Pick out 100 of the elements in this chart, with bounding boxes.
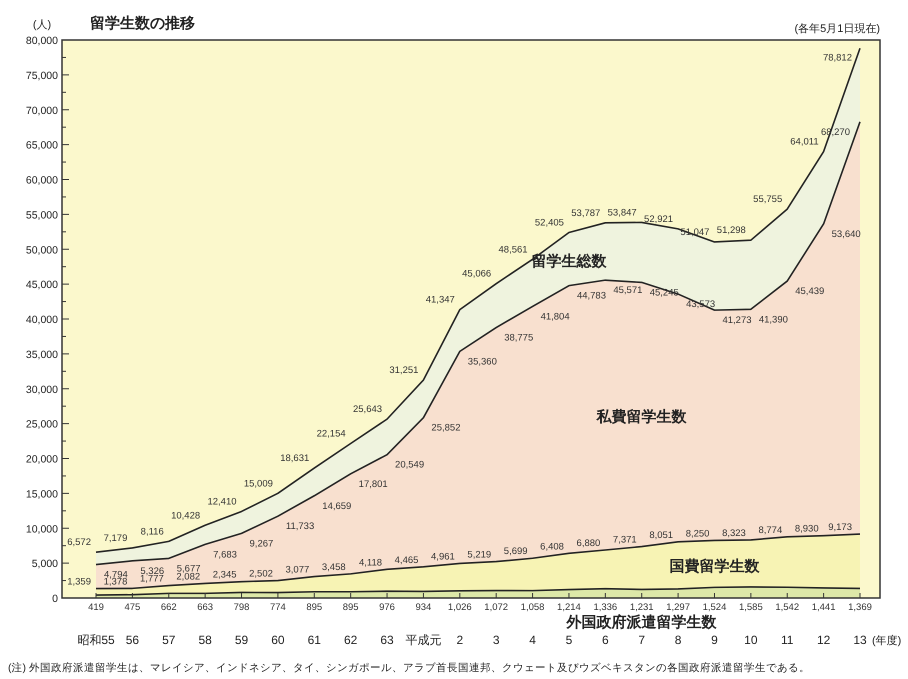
data-label: 1,524 — [702, 602, 726, 613]
series-label: 国費留学生数 — [669, 558, 760, 575]
data-label: 12,410 — [207, 496, 237, 508]
x-tick-label: 12 — [816, 633, 831, 647]
data-label: 2,345 — [212, 570, 237, 581]
x-tick-label: 56 — [126, 633, 140, 647]
data-label: 51,298 — [716, 225, 746, 236]
data-label: 1,214 — [557, 602, 581, 613]
x-tick-label: 59 — [234, 633, 249, 647]
data-label: 6,880 — [576, 538, 600, 550]
x-tick-label: 昭和55 — [77, 633, 115, 647]
data-label: 8,774 — [758, 524, 782, 536]
data-label: 4,465 — [394, 554, 418, 566]
x-tick-label: 58 — [198, 633, 212, 647]
data-label: 25,852 — [431, 422, 460, 434]
data-label: 45,245 — [650, 287, 679, 298]
data-label: 8,116 — [140, 526, 164, 538]
data-label: 41,804 — [540, 311, 570, 322]
data-label: 4,961 — [431, 551, 455, 562]
data-label: 419 — [88, 602, 104, 613]
x-tick-label: 6 — [602, 633, 609, 647]
y-tick-label: 5,000 — [32, 558, 58, 570]
x-tick-label: 10 — [744, 633, 758, 647]
data-label: 52,405 — [534, 217, 564, 228]
data-label: 11,733 — [286, 521, 314, 532]
data-label: 55,755 — [753, 194, 782, 206]
series-label: 留学生総数 — [531, 253, 608, 270]
data-label: 4,118 — [358, 557, 382, 568]
y-axis-title: (人) — [32, 19, 52, 31]
y-tick-label: 75,000 — [26, 70, 58, 82]
data-label: 662 — [160, 602, 177, 613]
data-label: 8,051 — [649, 530, 674, 541]
y-tick-label: 45,000 — [26, 279, 58, 292]
x-tick-label: 2 — [456, 633, 464, 647]
y-tick-label: 60,000 — [26, 174, 58, 186]
data-label: 7,371 — [612, 534, 637, 546]
data-label: 1,369 — [848, 602, 872, 613]
data-label: 1,378 — [104, 576, 128, 588]
data-label: 663 — [197, 602, 214, 613]
data-label: 1,026 — [448, 602, 472, 613]
data-label: 1,336 — [593, 602, 618, 613]
x-tick-label: 63 — [380, 633, 394, 647]
y-tick-label: 35,000 — [26, 348, 58, 361]
data-label: 1,441 — [812, 602, 836, 613]
data-label: 9,173 — [828, 522, 852, 534]
data-label: 934 — [416, 602, 432, 613]
x-tick-label: 11 — [781, 633, 794, 647]
data-label: 25,643 — [352, 404, 382, 416]
data-label: 5,699 — [504, 546, 528, 558]
y-tick-label: 10,000 — [26, 523, 58, 536]
data-label: 17,801 — [358, 478, 388, 490]
data-label: 45,571 — [613, 285, 642, 296]
y-tick-label: 55,000 — [26, 209, 58, 222]
y-tick-label: 25,000 — [26, 418, 58, 431]
data-label: 41,273 — [722, 315, 752, 326]
data-label: 64,011 — [790, 136, 819, 148]
data-label: 1,297 — [666, 602, 690, 613]
series-label: 外国政府派遣留学生数 — [566, 613, 718, 631]
y-tick-label: 40,000 — [26, 314, 58, 326]
chart-title: 留学生数の推移 — [90, 15, 195, 32]
data-label: 895 — [306, 602, 322, 613]
data-label: 3,077 — [286, 564, 310, 576]
text: (注) 外国政府派遣留学生は、マレイシア、インドネシア、タイ、シンガポール、アラブ首長国連邦、クウェート及びウズベキスタンの各国政府派遣留学生である。 — [8, 661, 810, 674]
x-tick-label: 平成元 — [405, 633, 442, 647]
data-label: 41,390 — [758, 314, 788, 326]
data-label: 15,009 — [244, 478, 273, 490]
series-label: 私費留学生数 — [596, 408, 688, 426]
data-label: 38,775 — [504, 332, 534, 344]
data-label: 7,179 — [104, 532, 128, 544]
data-label: 53,847 — [608, 207, 637, 218]
data-label: 1,231 — [630, 602, 654, 613]
data-label: 35,360 — [468, 356, 497, 368]
x-tick-label: 3 — [492, 633, 500, 647]
data-label: 1,058 — [520, 602, 544, 613]
y-tick-label: 65,000 — [26, 140, 58, 152]
y-tick-label: 30,000 — [26, 384, 58, 396]
x-axis-title: (年度) — [872, 634, 902, 647]
data-label: 48,561 — [498, 244, 528, 256]
data-label: 5,219 — [467, 550, 492, 561]
x-tick-label: 7 — [638, 633, 646, 647]
y-tick-label: 70,000 — [26, 104, 58, 117]
data-label: 798 — [234, 602, 250, 613]
x-tick-label: 62 — [344, 633, 358, 647]
data-label: 1,542 — [775, 602, 800, 613]
data-label: 6,408 — [540, 541, 564, 552]
x-tick-label: 57 — [162, 633, 176, 647]
data-label: 78,812 — [822, 52, 852, 64]
data-label: 976 — [379, 602, 395, 613]
data-label: 9,267 — [250, 538, 274, 550]
data-label: 895 — [342, 602, 359, 613]
x-tick-label: 5 — [566, 633, 573, 647]
data-label: 10,428 — [171, 510, 200, 522]
data-label: 2,502 — [249, 568, 273, 580]
x-tick-label: 61 — [308, 633, 322, 647]
data-label: 18,631 — [280, 453, 310, 464]
x-tick-label: 60 — [271, 633, 285, 647]
data-label: 31,251 — [389, 365, 418, 376]
y-tick-label: 0 — [52, 593, 58, 605]
data-label: 22,154 — [316, 428, 346, 440]
data-label: 20,549 — [395, 460, 424, 471]
